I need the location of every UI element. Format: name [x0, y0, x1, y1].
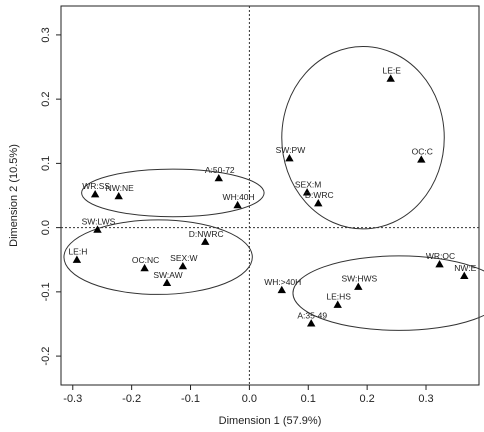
- data-point-label: SW:PW: [276, 145, 306, 155]
- data-point-label: LE:HS: [326, 292, 351, 302]
- data-point-marker: [72, 255, 82, 263]
- data-point-label: WR:SS: [82, 181, 110, 191]
- data-point-marker: [277, 285, 286, 294]
- data-point-label: OC:NC: [132, 255, 159, 265]
- data-point-marker: [214, 173, 223, 182]
- y-tick-label: 0.3: [40, 27, 52, 42]
- y-axis-ticks: -0.2 -0.1 0.0 0.1 0.2 0.3: [40, 27, 61, 366]
- x-tick-label: -0.3: [63, 393, 82, 405]
- data-point-marker: [162, 278, 172, 287]
- data-point-label: LE:H: [68, 247, 87, 257]
- data-point-marker: [386, 74, 395, 82]
- data-point-label: WR:OC: [426, 251, 455, 261]
- y-axis-title: Dimension 2 (10.5%): [8, 144, 20, 247]
- x-tick-label: 0.2: [359, 393, 374, 405]
- reference-lines: [61, 6, 479, 385]
- data-point-label: OC:C: [412, 147, 433, 157]
- x-tick-label: -0.2: [122, 393, 141, 405]
- data-point-label: SW:AW: [153, 270, 182, 280]
- data-point-label: SW:LWS: [82, 217, 116, 227]
- x-tick-label: -0.1: [181, 393, 200, 405]
- y-tick-label: 0.0: [40, 220, 52, 235]
- ellipse-upper-right: [281, 45, 445, 230]
- x-tick-label: 0.0: [242, 393, 257, 405]
- data-point-marker: [417, 155, 426, 163]
- data-point-label: NW:NE: [106, 183, 135, 193]
- data-point-marker: [201, 237, 210, 245]
- plot-frame: [60, 5, 480, 386]
- data-point-label: WH:>40H: [264, 277, 301, 287]
- data-point-marker: [314, 199, 323, 207]
- data-point-label: D:NWRC: [189, 229, 224, 239]
- data-point-marker: [233, 200, 242, 209]
- data-point-marker: [93, 225, 102, 233]
- data-point-label: NW:E: [454, 263, 476, 273]
- cluster-ellipses: [63, 45, 484, 331]
- data-point-label: A:35-49: [297, 310, 327, 320]
- data-point-marker: [302, 188, 312, 196]
- ellipse-upper-left: [81, 168, 265, 218]
- x-axis-title: Dimension 1 (57.9%): [219, 415, 322, 427]
- data-point-label: SW:HWS: [341, 274, 377, 284]
- data-point-marker: [333, 300, 342, 308]
- x-tick-label: 0.1: [301, 393, 316, 405]
- y-tick-label: 0.2: [40, 91, 52, 106]
- data-point-marker: [354, 282, 363, 290]
- x-tick-label: 0.3: [418, 393, 433, 405]
- data-point-label: WH:40H: [223, 192, 255, 202]
- y-tick-label: -0.1: [40, 282, 52, 301]
- y-tick-label: -0.2: [40, 347, 52, 366]
- data-points: LE:E SW:PW OC:C SEX:MD:WRC A:50-72 WR:SSNW:NE…: [68, 66, 477, 327]
- data-point-marker: [114, 191, 123, 200]
- data-point-label: SEX:M: [295, 179, 321, 189]
- data-point-marker: [178, 261, 188, 270]
- data-point-label: LE:E: [382, 66, 401, 76]
- data-point-marker: [460, 271, 469, 279]
- y-tick-label: 0.1: [40, 156, 52, 171]
- data-point-marker: [285, 154, 294, 162]
- data-point-label: D:WRC: [305, 190, 334, 200]
- data-point-marker: [435, 260, 444, 268]
- data-point-marker: [140, 263, 149, 272]
- data-point-marker: [90, 190, 100, 198]
- data-point-marker: [307, 319, 316, 327]
- data-point-label: SEX:W: [170, 253, 197, 263]
- ellipse-lower-right: [292, 255, 484, 331]
- x-axis-ticks: -0.3 -0.2 -0.1 0.0 0.1 0.2 0.3: [63, 385, 434, 405]
- data-point-label: A:50-72: [205, 165, 235, 175]
- ellipse-lower-left: [63, 219, 253, 295]
